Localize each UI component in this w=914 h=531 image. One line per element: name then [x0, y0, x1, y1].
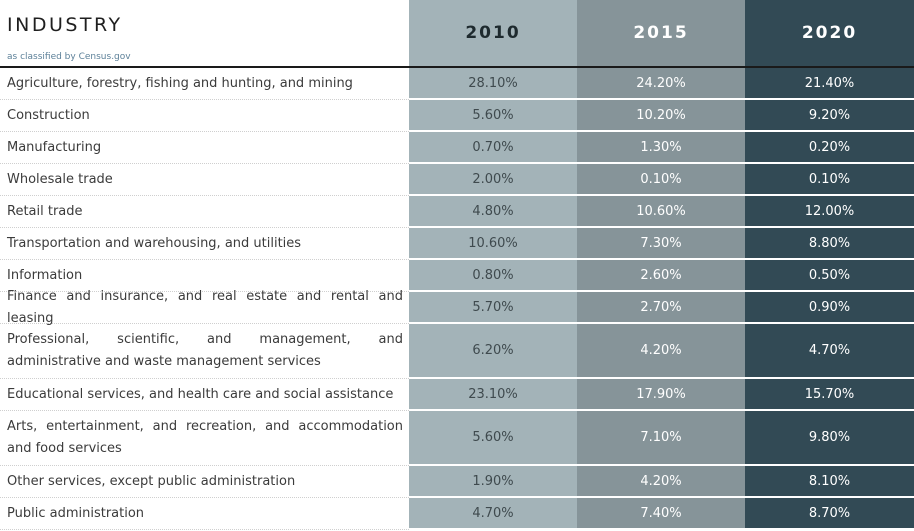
- industry-label-cell: Finance and insurance, and real estate a…: [0, 289, 409, 326]
- table-row: Transportation and warehousing, and util…: [0, 228, 914, 260]
- value-cell-2015: 4.20%: [577, 466, 745, 498]
- industry-label: Finance and insurance, and real estate a…: [7, 288, 403, 326]
- industry-label-cell: Arts, entertainment, and recreation, and…: [0, 411, 409, 466]
- industry-label-cell: Educational services, and health care an…: [0, 379, 409, 411]
- table-row: Retail trade 4.80% 10.60% 12.00%: [0, 196, 914, 228]
- value-cell-2015: 2.70%: [577, 292, 745, 324]
- value-cell-2020: 0.50%: [745, 260, 914, 292]
- value-cell-2020: 8.80%: [745, 228, 914, 260]
- table-row: Arts, entertainment, and recreation, and…: [0, 411, 914, 466]
- industry-label: Manufacturing: [7, 139, 102, 155]
- value-cell-2010: 0.70%: [409, 132, 577, 164]
- value-cell-2010: 5.70%: [409, 292, 577, 324]
- industry-label: Wholesale trade: [7, 171, 113, 187]
- value-cell-2020: 12.00%: [745, 196, 914, 228]
- industry-label-cell: Construction: [0, 100, 409, 132]
- value-cell-2020: 4.70%: [745, 324, 914, 379]
- value-cell-2020: 0.20%: [745, 132, 914, 164]
- table-title: INDUSTRY: [7, 14, 123, 36]
- value-cell-2010: 6.20%: [409, 324, 577, 379]
- value-cell-2010: 2.00%: [409, 164, 577, 196]
- table-row: Information 0.80% 2.60% 0.50%: [0, 260, 914, 292]
- value-cell-2015: 4.20%: [577, 324, 745, 379]
- industry-label-cell: Wholesale trade: [0, 164, 409, 196]
- value-cell-2010: 28.10%: [409, 68, 577, 100]
- value-cell-2015: 7.10%: [577, 411, 745, 466]
- value-cell-2015: 0.10%: [577, 164, 745, 196]
- industry-label-cell: Professional, scientific, and management…: [0, 324, 409, 379]
- industry-label: Educational services, and health care an…: [7, 386, 394, 402]
- industry-label-cell: Transportation and warehousing, and util…: [0, 228, 409, 260]
- industry-label: Information: [7, 267, 83, 283]
- value-cell-2020: 21.40%: [745, 68, 914, 100]
- industry-label: Retail trade: [7, 203, 83, 219]
- value-cell-2015: 10.20%: [577, 100, 745, 132]
- industry-label: Professional, scientific, and management…: [7, 332, 403, 369]
- value-cell-2020: 8.10%: [745, 466, 914, 498]
- value-cell-2020: 9.20%: [745, 100, 914, 132]
- table-row: Finance and insurance, and real estate a…: [0, 289, 914, 326]
- industry-label-cell: Retail trade: [0, 196, 409, 228]
- value-cell-2010: 4.80%: [409, 196, 577, 228]
- industry-label: Other services, except public administra…: [7, 473, 296, 489]
- table-subtitle: as classified by Census.gov: [7, 52, 131, 62]
- value-cell-2010: 1.90%: [409, 466, 577, 498]
- table-row: Professional, scientific, and management…: [0, 324, 914, 379]
- value-cell-2015: 17.90%: [577, 379, 745, 411]
- table-row: Public administration 4.70% 7.40% 8.70%: [0, 498, 914, 530]
- value-cell-2020: 0.10%: [745, 164, 914, 196]
- value-cell-2020: 15.70%: [745, 379, 914, 411]
- industry-label: Transportation and warehousing, and util…: [7, 235, 302, 251]
- column-header-2010: 2010: [409, 0, 577, 66]
- industry-label: Construction: [7, 107, 90, 123]
- table-row: Agriculture, forestry, fishing and hunti…: [0, 68, 914, 100]
- table-row: Manufacturing 0.70% 1.30% 0.20%: [0, 132, 914, 164]
- industry-label: Arts, entertainment, and recreation, and…: [7, 419, 403, 456]
- table-header: INDUSTRY as classified by Census.gov 201…: [0, 0, 914, 67]
- value-cell-2020: 9.80%: [745, 411, 914, 466]
- industry-label-cell: Public administration: [0, 498, 409, 530]
- industry-label-cell: Other services, except public administra…: [0, 466, 409, 498]
- value-cell-2015: 2.60%: [577, 260, 745, 292]
- value-cell-2015: 1.30%: [577, 132, 745, 164]
- value-cell-2010: 5.60%: [409, 411, 577, 466]
- value-cell-2015: 7.30%: [577, 228, 745, 260]
- value-cell-2010: 23.10%: [409, 379, 577, 411]
- value-cell-2015: 10.60%: [577, 196, 745, 228]
- value-cell-2010: 4.70%: [409, 498, 577, 530]
- value-cell-2010: 5.60%: [409, 100, 577, 132]
- value-cell-2020: 0.90%: [745, 292, 914, 324]
- value-cell-2020: 8.70%: [745, 498, 914, 530]
- value-cell-2010: 10.60%: [409, 228, 577, 260]
- value-cell-2015: 7.40%: [577, 498, 745, 530]
- industry-label: Public administration: [7, 505, 145, 521]
- table-row: Wholesale trade 2.00% 0.10% 0.10%: [0, 164, 914, 196]
- table-row: Educational services, and health care an…: [0, 379, 914, 411]
- industry-label: Agriculture, forestry, fishing and hunti…: [7, 75, 353, 91]
- column-header-2015: 2015: [577, 0, 745, 66]
- column-header-2020: 2020: [745, 0, 914, 66]
- table-row: Other services, except public administra…: [0, 466, 914, 498]
- industry-label-cell: Information: [0, 260, 409, 292]
- table-row: Construction 5.60% 10.20% 9.20%: [0, 100, 914, 132]
- industry-label-cell: Agriculture, forestry, fishing and hunti…: [0, 68, 409, 100]
- value-cell-2010: 0.80%: [409, 260, 577, 292]
- header-rule: [0, 66, 914, 68]
- industry-label-cell: Manufacturing: [0, 132, 409, 164]
- value-cell-2015: 24.20%: [577, 68, 745, 100]
